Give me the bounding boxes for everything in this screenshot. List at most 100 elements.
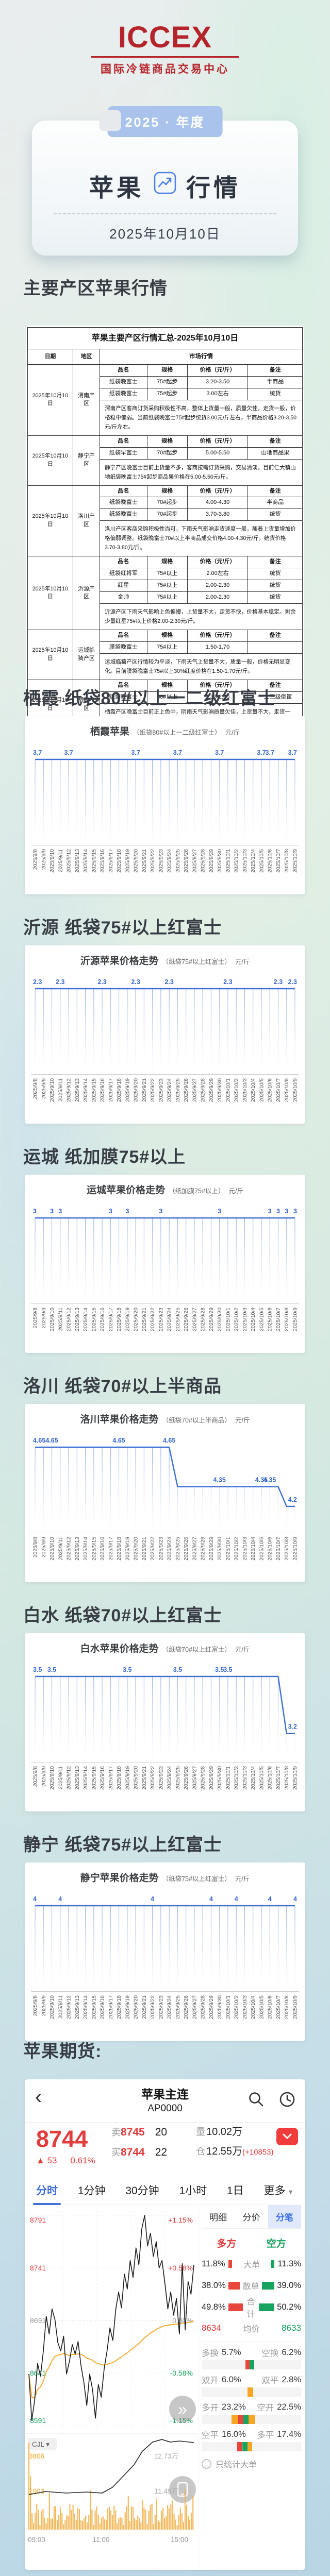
- period-tab-3[interactable]: 1小时: [179, 2184, 207, 2197]
- price-chart-section: 洛川 纸袋70#以上半商品 洛川苹果价格走势 （纸袋70#以上半商品） 元/斤 4.65…: [0, 1372, 330, 1582]
- date-axis: 2025/9/8 2025/9/9 2025/9/10 2025/9/11 2025/9…: [33, 1766, 299, 1790]
- svg-text:2025/9/18: 2025/9/18: [117, 1308, 122, 1331]
- svg-text:2025/10/9: 2025/10/9: [293, 1078, 299, 1102]
- svg-text:2025/10/5: 2025/10/5: [259, 849, 265, 873]
- svg-text:2025/9/15: 2025/9/15: [91, 849, 97, 873]
- period-tab-1[interactable]: 1分钟: [77, 2184, 106, 2197]
- detail-tab-0[interactable]: 明细: [209, 2213, 227, 2223]
- period-tab-4[interactable]: 1日: [226, 2184, 244, 2197]
- detail-tabs: 明细 分价 分笔: [202, 2205, 301, 2229]
- expand-button[interactable]: »: [169, 2396, 196, 2422]
- svg-text:2025/9/19: 2025/9/19: [125, 1537, 130, 1561]
- charts-area: 栖霞 纸袋80#以上一二级红富士栖霞苹果 （纸袋80#以上一二级红富士） 元/斤 3.…: [0, 684, 330, 2060]
- detail-tab-1[interactable]: 分价: [242, 2213, 260, 2223]
- radio-circle[interactable]: [202, 2459, 211, 2469]
- price-chart-section: 运城 纸加膜75#以上 运城苹果价格走势 （纸加膜75#以上） 元/斤 3 3 3 3 3 3 3 3…: [0, 1143, 330, 1353]
- svg-text:3.5: 3.5: [33, 1666, 42, 1673]
- svg-text:2025/9/12: 2025/9/12: [67, 1078, 72, 1102]
- big-order-filter[interactable]: 只统计大单: [202, 2458, 301, 2470]
- svg-text:2025/9/16: 2025/9/16: [100, 1766, 106, 1790]
- svg-text:2025/10/4: 2025/10/4: [251, 1308, 256, 1331]
- search-icon[interactable]: [248, 2091, 265, 2111]
- svg-text:2025/9/13: 2025/9/13: [75, 1308, 80, 1331]
- pair-labels: 双开 6.0% 双平 2.8%: [202, 2375, 301, 2386]
- point-labels: 2.3 2.3 2.3 2.3 2.3 2.3 2.3 2.3: [33, 978, 297, 986]
- svg-text:2025/9/21: 2025/9/21: [142, 1766, 147, 1790]
- svg-text:15:00: 15:00: [171, 2536, 188, 2544]
- svg-text:8791: 8791: [30, 2216, 46, 2224]
- svg-text:2025/9/29: 2025/9/29: [209, 1995, 214, 2019]
- svg-text:2025/10/3: 2025/10/3: [242, 1995, 248, 2019]
- svg-text:2025/9/17: 2025/9/17: [108, 1308, 114, 1331]
- logo-wordmark: ICCEX: [118, 21, 212, 54]
- section-heading-chart: 栖霞 纸袋80#以上一二级红富士: [23, 689, 276, 708]
- svg-text:2025/9/23: 2025/9/23: [158, 1766, 164, 1790]
- svg-text:2025/9/16: 2025/9/16: [100, 1078, 106, 1102]
- svg-text:2025/10/1: 2025/10/1: [225, 1078, 231, 1102]
- svg-text:-1.15%: -1.15%: [170, 2416, 193, 2425]
- oi-line: [28, 2439, 194, 2495]
- svg-text:3: 3: [218, 1208, 221, 1215]
- futures-titles: 苹果主连 AP0000: [25, 2084, 305, 2114]
- svg-text:2025/10/5: 2025/10/5: [259, 1078, 265, 1102]
- svg-text:3: 3: [33, 1208, 37, 1215]
- svg-text:2025/9/27: 2025/9/27: [192, 1308, 197, 1331]
- ask-price: 8745: [121, 2126, 145, 2138]
- pair-row: 双开 6.0% 双平 2.8%: [202, 2372, 301, 2397]
- svg-text:2025/10/2: 2025/10/2: [234, 849, 240, 873]
- svg-text:2025/9/21: 2025/9/21: [142, 1308, 147, 1331]
- history-clock-icon[interactable]: [278, 2091, 296, 2111]
- svg-text:2025/10/7: 2025/10/7: [276, 1078, 282, 1102]
- svg-text:2025/10/7: 2025/10/7: [276, 1537, 282, 1561]
- svg-text:2025/9/23: 2025/9/23: [158, 849, 164, 873]
- svg-text:2025/9/15: 2025/9/15: [91, 1537, 97, 1561]
- svg-text:+0.58%: +0.58%: [168, 2264, 193, 2272]
- price-chart-card: 静宁苹果价格走势 （纸袋75#以上红富士） 元/斤 4 4 4 4 4 4 4 2025/9/8 20…: [25, 1862, 305, 2041]
- svg-text:2.3: 2.3: [56, 978, 64, 986]
- svg-text:2025/10/5: 2025/10/5: [259, 1766, 265, 1790]
- period-tab-0[interactable]: 分时: [33, 2175, 61, 2205]
- svg-text:3: 3: [125, 1208, 129, 1215]
- pair-labels: 空平 16.0% 多平 17.4%: [202, 2429, 301, 2441]
- period-tab-5[interactable]: 更多 ▼: [263, 2184, 294, 2197]
- indicator-dropdown[interactable]: [28, 2438, 57, 2450]
- svg-text:2025/9/11: 2025/9/11: [58, 1766, 63, 1789]
- svg-text:2025/9/19: 2025/9/19: [125, 1995, 130, 2019]
- period-tab-2[interactable]: 30分钟: [125, 2184, 159, 2197]
- last-price: 8744: [36, 2126, 88, 2152]
- svg-text:2025/9/18: 2025/9/18: [117, 1537, 122, 1561]
- back-icon[interactable]: ‹: [35, 2086, 42, 2108]
- hero-card: 苹果 行情 2025年10月10日: [32, 121, 298, 256]
- pair-row: 空平 16.0% 多平 17.4%: [202, 2427, 301, 2451]
- svg-text:2025/10/5: 2025/10/5: [259, 1537, 265, 1561]
- svg-text:3.5: 3.5: [215, 1666, 224, 1673]
- detail-tab-2[interactable]: 分笔: [268, 2205, 301, 2228]
- collapse-chevron-button[interactable]: [276, 2128, 298, 2145]
- svg-text:2025/9/10: 2025/9/10: [50, 849, 55, 873]
- svg-text:2025/9/20: 2025/9/20: [134, 1078, 139, 1102]
- svg-text:2025/10/4: 2025/10/4: [251, 1766, 256, 1790]
- oi-label: 仓: [196, 2146, 205, 2157]
- chart-title: 沂源苹果价格走势 （纸袋75#以上红富士） 元/斤: [80, 955, 250, 967]
- svg-text:4: 4: [209, 1895, 213, 1903]
- bar-segment: [245, 2360, 250, 2369]
- svg-text:2025/10/4: 2025/10/4: [251, 1078, 256, 1102]
- svg-text:2025/9/8: 2025/9/8: [33, 1078, 39, 1099]
- svg-text:2025/9/10: 2025/9/10: [50, 1766, 55, 1790]
- bar-segment: [249, 2415, 256, 2424]
- svg-text:3.7: 3.7: [64, 749, 73, 756]
- svg-text:2025/9/9: 2025/9/9: [41, 1078, 47, 1099]
- price-chart-card: 栖霞苹果 （纸袋80#以上一二级红富士） 元/斤 3.7 3.7 3.7 3.7 3.7 3.7…: [25, 716, 305, 894]
- svg-text:2.3: 2.3: [288, 978, 297, 986]
- landscape-phone-button[interactable]: [169, 2476, 196, 2503]
- svg-text:2025/9/20: 2025/9/20: [134, 849, 139, 873]
- short-label: 空方: [266, 2239, 286, 2249]
- svg-text:3: 3: [293, 1208, 297, 1215]
- pair-bar: [202, 2442, 301, 2451]
- svg-text:2025/9/14: 2025/9/14: [83, 849, 89, 873]
- svg-text:2025/10/6: 2025/10/6: [268, 849, 273, 873]
- svg-text:-0.58%: -0.58%: [170, 2369, 193, 2377]
- svg-text:2025/9/25: 2025/9/25: [175, 1537, 181, 1561]
- svg-text:2025/9/30: 2025/9/30: [217, 1308, 223, 1331]
- svg-text:3: 3: [159, 1208, 162, 1215]
